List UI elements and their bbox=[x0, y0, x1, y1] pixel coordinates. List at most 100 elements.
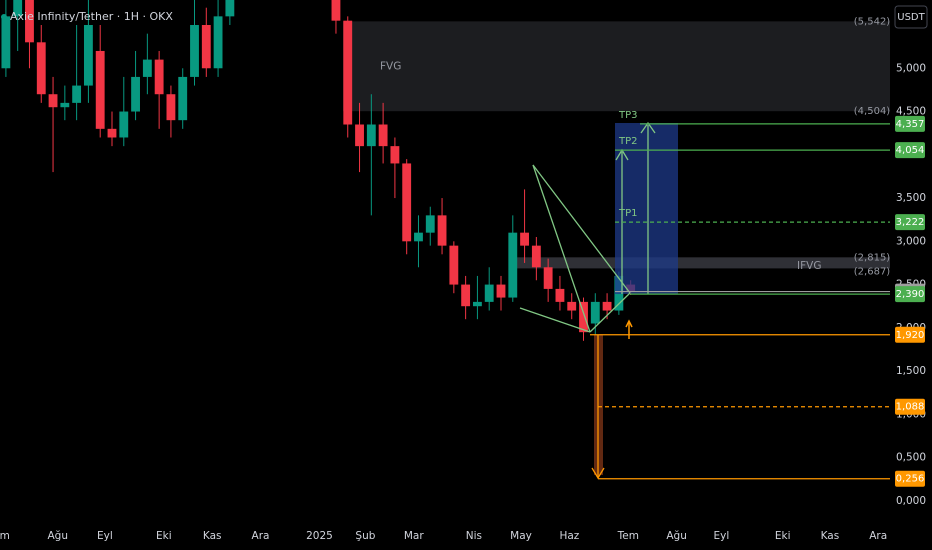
y-tick-label: 3,500 bbox=[896, 192, 926, 204]
zones: FVG IFVG bbox=[343, 21, 890, 272]
arrow-head bbox=[625, 319, 633, 328]
drawings: TP3 TP2 TP1 bbox=[519, 110, 890, 480]
target-label: TP3 bbox=[618, 110, 638, 121]
zone-price: (2,687) bbox=[854, 266, 891, 277]
price-tag bbox=[895, 470, 925, 487]
candle-body bbox=[555, 288, 565, 302]
zone-price: (5,542) bbox=[854, 16, 891, 27]
x-tick-label: Eyl bbox=[714, 530, 730, 542]
candle-body bbox=[225, 0, 235, 17]
candle-body bbox=[178, 76, 188, 121]
candle-body bbox=[366, 124, 376, 147]
candle-body bbox=[472, 301, 482, 307]
y-tick-label: 0,000 bbox=[896, 495, 926, 507]
candle-body bbox=[60, 102, 70, 108]
y-tick-label: 4,500 bbox=[896, 106, 926, 118]
candle-body bbox=[48, 94, 58, 108]
zone-price: (2,815) bbox=[854, 252, 891, 263]
price-tag-label: 4,054 bbox=[896, 145, 925, 156]
price-tag-label: 3,222 bbox=[896, 217, 925, 228]
x-tick-label: m bbox=[0, 530, 10, 542]
x-tick-label: Eki bbox=[775, 530, 791, 542]
price-tag-label: 2,390 bbox=[896, 289, 925, 300]
x-tick-label: Şub bbox=[355, 530, 375, 542]
arrow-head bbox=[640, 121, 656, 134]
candle-body bbox=[602, 301, 612, 311]
x-tick-label: May bbox=[510, 530, 532, 542]
arrow-head bbox=[591, 467, 605, 480]
candle-body bbox=[154, 59, 164, 95]
price-tag-label: 4,357 bbox=[896, 119, 925, 130]
x-tick-label: Haz bbox=[559, 530, 579, 542]
price-tag-label: 1,920 bbox=[896, 330, 925, 341]
zone-price: (4,504) bbox=[854, 106, 891, 117]
candle-body bbox=[590, 301, 600, 324]
price-tag bbox=[895, 142, 925, 159]
candle-body bbox=[579, 301, 588, 333]
candle-body bbox=[95, 50, 105, 129]
candle-body bbox=[355, 124, 364, 147]
candle-body bbox=[190, 25, 199, 77]
x-tick-label: Ağu bbox=[666, 530, 687, 542]
candle-body bbox=[425, 215, 435, 233]
candle-body bbox=[72, 85, 82, 103]
candle-body bbox=[142, 59, 152, 77]
candle-body bbox=[390, 146, 400, 164]
candle-body bbox=[449, 245, 459, 285]
candle-body bbox=[520, 232, 529, 246]
price-axis: 5,0004,5003,5003,0002,5002,0001,5001,000… bbox=[854, 16, 926, 507]
currency-box bbox=[894, 5, 928, 29]
y-tick-label: 3,000 bbox=[896, 235, 926, 247]
pattern-line bbox=[532, 164, 591, 333]
candle-body bbox=[201, 25, 211, 69]
x-tick-label: Tem bbox=[617, 530, 639, 542]
candle-body bbox=[414, 232, 423, 242]
y-tick-label: 1,500 bbox=[896, 365, 926, 377]
candle-body bbox=[461, 284, 471, 307]
candle-body bbox=[107, 128, 117, 138]
candles bbox=[1, 0, 636, 341]
x-tick-label: 2025 bbox=[306, 530, 333, 542]
candle-body bbox=[331, 0, 341, 21]
x-tick-label: Ara bbox=[869, 530, 887, 542]
x-tick-label: Ara bbox=[252, 530, 270, 542]
y-tick-label: 5,000 bbox=[896, 62, 926, 74]
status-dot bbox=[1, 14, 7, 20]
y-tick-label: 0,500 bbox=[896, 452, 926, 464]
candle-body bbox=[531, 245, 541, 268]
target-box bbox=[615, 123, 678, 294]
zone-label: IFVG bbox=[797, 260, 821, 272]
symbol-title: Axie Infinity/Tether · 1H · OKX bbox=[10, 10, 173, 23]
price-tag-label: 1,088 bbox=[896, 402, 925, 413]
candle-body bbox=[437, 215, 447, 246]
pattern-line bbox=[532, 164, 631, 294]
x-tick-label: Ağu bbox=[48, 530, 69, 542]
candle-body bbox=[508, 232, 518, 298]
candle-body bbox=[1, 16, 11, 69]
candle-body bbox=[378, 124, 388, 147]
candle-body bbox=[484, 284, 494, 302]
price-tag bbox=[895, 398, 925, 415]
x-tick-label: Eki bbox=[156, 530, 172, 542]
x-tick-label: Nis bbox=[466, 530, 482, 542]
candle-body bbox=[402, 163, 412, 242]
pattern-line bbox=[519, 307, 591, 333]
candle-body bbox=[25, 0, 34, 43]
price-tag bbox=[895, 115, 925, 132]
candle-body bbox=[13, 0, 23, 17]
x-tick-label: Kas bbox=[821, 530, 840, 542]
candle-body bbox=[567, 301, 577, 311]
price-tag bbox=[895, 286, 925, 303]
target-label: TP2 bbox=[618, 136, 638, 147]
candle-body bbox=[213, 16, 223, 69]
price-tag-label: 0,256 bbox=[896, 474, 925, 485]
pattern-line bbox=[589, 292, 631, 333]
zone-label: FVG bbox=[380, 60, 401, 72]
candle-body bbox=[131, 76, 140, 112]
zone bbox=[510, 257, 890, 269]
x-tick-label: Kas bbox=[203, 530, 222, 542]
currency: USDT bbox=[897, 12, 925, 23]
candle-body bbox=[36, 42, 46, 95]
candle-body bbox=[496, 284, 506, 298]
